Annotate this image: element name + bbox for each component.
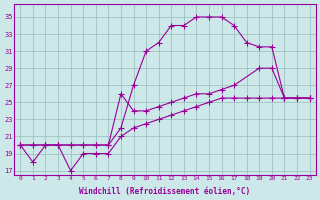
X-axis label: Windchill (Refroidissement éolien,°C): Windchill (Refroidissement éolien,°C) [79, 187, 251, 196]
